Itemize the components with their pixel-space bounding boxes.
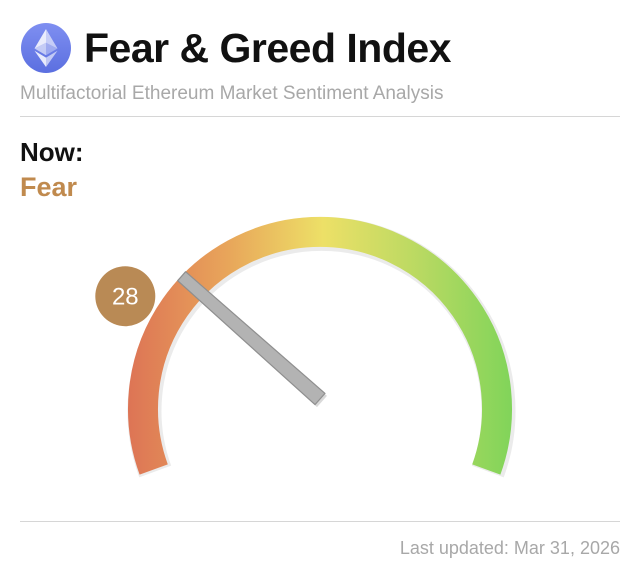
- value-text: 28: [112, 284, 139, 311]
- divider-top: [20, 116, 620, 117]
- ethereum-icon: [21, 23, 71, 73]
- sentiment-label: Fear: [20, 172, 78, 202]
- now-label: Now:: [20, 137, 84, 167]
- value-badge: [95, 266, 156, 327]
- last-updated: Last updated: Mar 31, 2026: [399, 538, 620, 558]
- gauge-needle: [177, 271, 326, 406]
- page-subtitle: Multifactorial Ethereum Market Sentiment…: [20, 83, 444, 104]
- divider-bottom: [20, 521, 620, 522]
- gauge-arc: [128, 216, 512, 475]
- header: Fear & Greed Index: [20, 22, 451, 74]
- page-title: Fear & Greed Index: [84, 25, 451, 71]
